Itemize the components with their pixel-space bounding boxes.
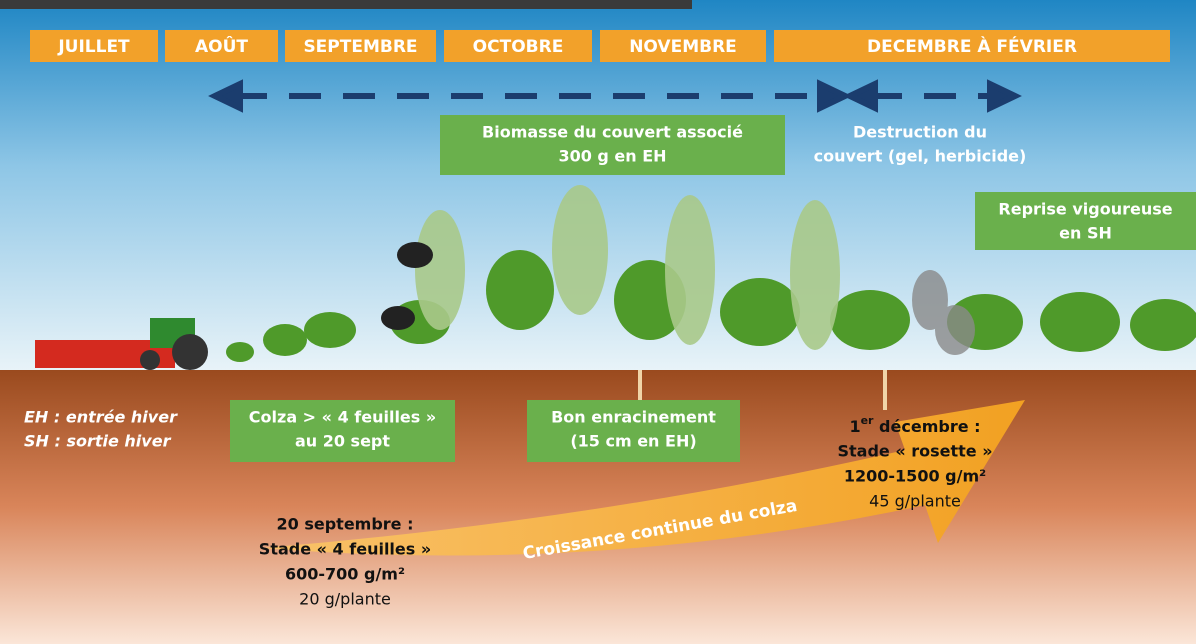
month-box — [285, 30, 436, 62]
box-text: couvert (gel, herbicide) — [814, 147, 1027, 166]
month-label: AOÛT — [195, 35, 248, 57]
green-box — [440, 115, 785, 175]
tractor — [35, 318, 208, 370]
box-text: Bon enracinement — [551, 408, 716, 427]
month-box — [165, 30, 278, 62]
box-text: au 20 sept — [295, 432, 390, 451]
month-label: DECEMBRE À FÉVRIER — [867, 35, 1077, 57]
stage-text: Stade « rosette » — [837, 442, 992, 461]
stage-text: Stade « 4 feuilles » — [259, 540, 431, 559]
stage-text: 45 g/plante — [869, 492, 961, 511]
month-box — [600, 30, 766, 62]
month-box — [774, 30, 1170, 62]
month-box — [444, 30, 592, 62]
stage-text: 20 g/plante — [299, 590, 391, 609]
green-box — [230, 400, 455, 462]
stage-text: 600-700 g/m² — [285, 565, 405, 584]
stage-text: 1200-1500 g/m² — [844, 467, 986, 486]
top-bar — [0, 0, 692, 9]
box-text: 300 g en EH — [558, 147, 666, 166]
box-text: en SH — [1059, 224, 1112, 243]
month-box — [30, 30, 158, 62]
stage-text: 1er décembre : — [849, 414, 980, 436]
stage-text-part: décembre : — [873, 417, 980, 436]
box-text: Biomasse du couvert associé — [482, 123, 743, 142]
stage-text-part: er — [861, 414, 874, 427]
box-text: Destruction du — [853, 123, 987, 142]
plants — [226, 185, 1196, 420]
dashed-arrows — [208, 79, 1022, 113]
month-bar: JUILLET AOÛT SEPTEMBRE OCTOBRE NOVEMBRE DECEM… — [30, 30, 1170, 62]
green-box — [527, 400, 740, 462]
month-label: SEPTEMBRE — [303, 37, 417, 57]
month-label: JUILLET — [57, 37, 130, 57]
stage-text-part: 1 — [849, 417, 860, 436]
box-text: Colza > « 4 feuilles » — [249, 408, 436, 427]
legend-text: SH : sortie hiver — [24, 432, 172, 451]
month-label: NOVEMBRE — [629, 37, 737, 57]
box-text: Reprise vigoureuse — [998, 200, 1172, 219]
month-label: OCTOBRE — [473, 37, 564, 57]
legend-text: EH : entrée hiver — [24, 408, 178, 427]
green-box — [975, 192, 1196, 250]
box-text: (15 cm en EH) — [570, 432, 696, 451]
growth-arrow — [262, 400, 1025, 556]
stage-text: 20 septembre : — [277, 515, 414, 534]
